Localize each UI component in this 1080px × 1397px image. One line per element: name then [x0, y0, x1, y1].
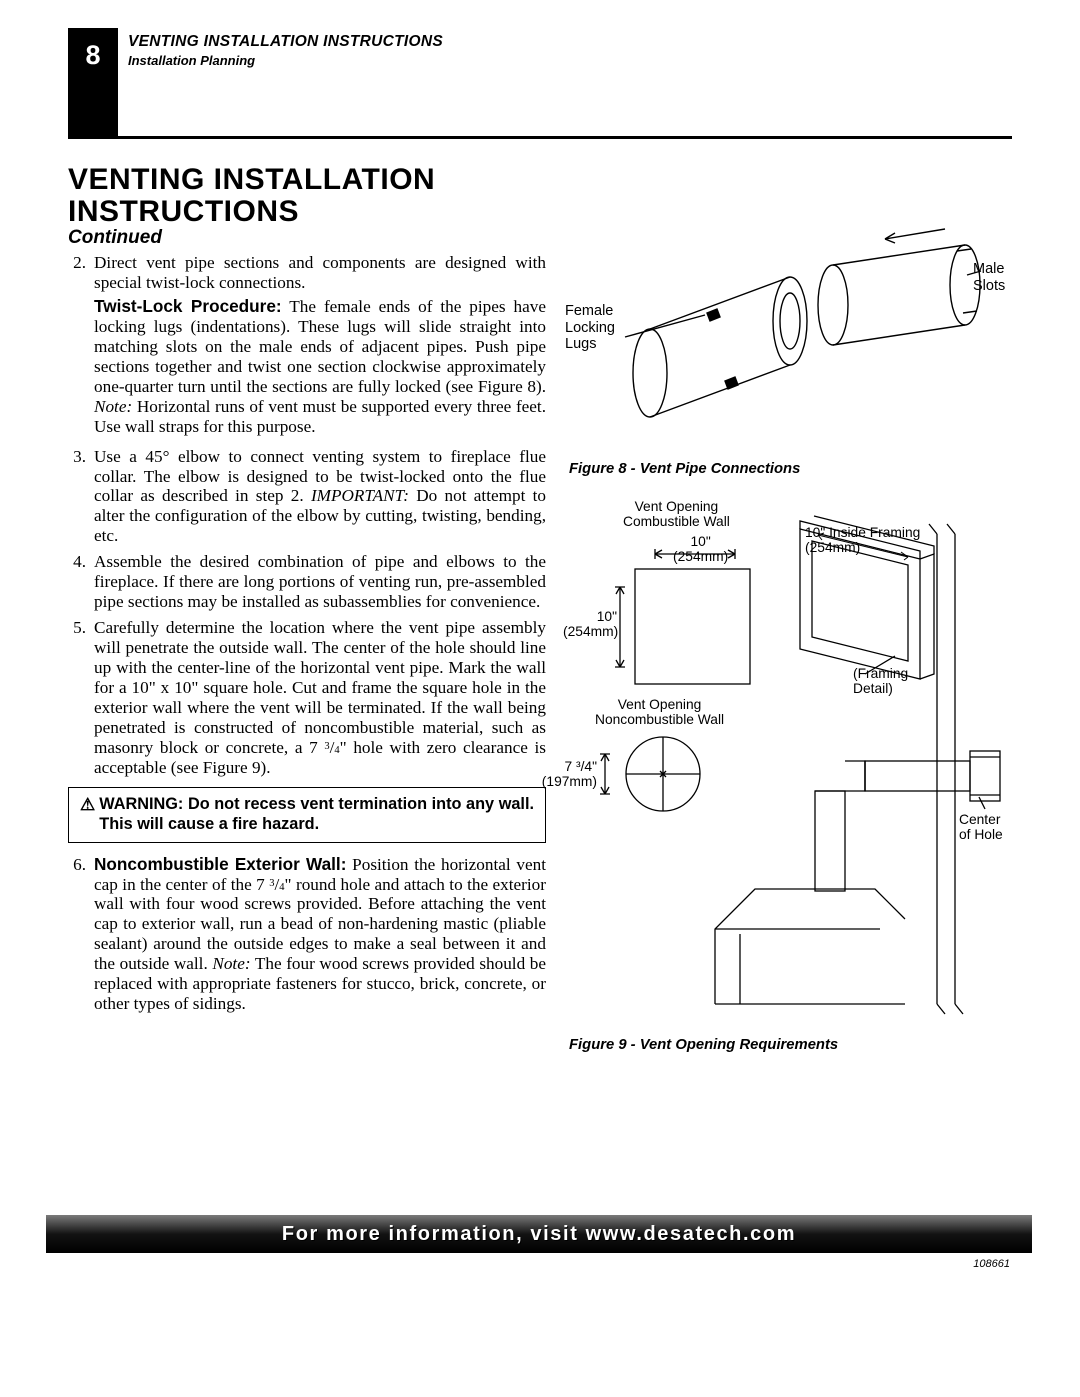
- page-number-tab: 8: [68, 28, 118, 136]
- ten-inch-horiz: 10" (254mm): [673, 534, 728, 565]
- important-label: IMPORTANT:: [311, 486, 409, 505]
- center-of-hole-label: Center of Hole: [959, 812, 1003, 843]
- list-number: 5.: [68, 618, 94, 778]
- inside-framing-label: 10" Inside Framing (254mm): [805, 525, 920, 556]
- list-number: 6.: [68, 855, 94, 1015]
- warning-text: WARNING: Do not recess vent termination …: [99, 795, 534, 835]
- ten-inch-vert: 10" (254mm): [563, 609, 617, 640]
- body-text-column: 2. Direct vent pipe sections and compone…: [68, 253, 546, 1020]
- section-title: VENTING INSTALLATION INSTRUCTIONS: [68, 164, 435, 227]
- para-4: Assemble the desired combination of pipe…: [94, 552, 546, 612]
- title-line2: INSTRUCTIONS: [68, 195, 299, 228]
- list-item-5: 5. Carefully determine the location wher…: [68, 618, 546, 778]
- warning-icon: ⚠: [80, 795, 95, 835]
- page-number: 8: [68, 28, 118, 71]
- list-item-4: 4. Assemble the desired combination of p…: [68, 552, 546, 612]
- list-item-6: 6. Noncombustible Exterior Wall: Positio…: [68, 855, 546, 1015]
- continued-label: Continued: [68, 227, 162, 249]
- list-number: 3.: [68, 447, 94, 547]
- noncombustible-lead: Noncombustible Exterior Wall:: [94, 854, 346, 874]
- note-label-6: Note:: [212, 954, 250, 973]
- male-slots-label: Male Slots: [973, 261, 1005, 294]
- running-header: VENTING INSTALLATION INSTRUCTIONS Instal…: [128, 33, 443, 68]
- para-2b-tail: Horizontal runs of vent must be supporte…: [94, 397, 546, 436]
- figure-8: Female Locking Lugs Male Slots: [565, 253, 1013, 453]
- figures-column: Female Locking Lugs Male Slots Figure 8 …: [565, 253, 1013, 1053]
- framing-detail-label: (Framing Detail): [853, 666, 908, 697]
- figure-8-caption: Figure 8 - Vent Pipe Connections: [569, 461, 1013, 477]
- figure-9-caption: Figure 9 - Vent Opening Requirements: [569, 1037, 1013, 1053]
- title-line1: VENTING INSTALLATION: [68, 163, 435, 196]
- noncombustible-wall-label: Vent Opening Noncombustible Wall: [595, 697, 724, 728]
- list-item-2: 2. Direct vent pipe sections and compone…: [68, 253, 546, 441]
- para-2-intro: Direct vent pipe sections and components…: [94, 253, 546, 292]
- top-rule: [68, 136, 1012, 139]
- twist-lock-lead: Twist-Lock Procedure:: [94, 296, 282, 316]
- vent-pipe-connections-diagram: [565, 253, 1013, 453]
- figure-9: Vent Opening Combustible Wall 10" (254mm…: [565, 499, 1013, 1029]
- para-5a: Carefully determine the location where t…: [94, 618, 546, 757]
- footer-bar: For more information, visit www.desatech…: [46, 1215, 1032, 1253]
- header-line-1: VENTING INSTALLATION INSTRUCTIONS: [128, 33, 443, 51]
- document-id: 108661: [973, 1258, 1010, 1270]
- combustible-wall-label: Vent Opening Combustible Wall: [623, 499, 730, 530]
- list-number: 2.: [68, 253, 94, 441]
- seven-three-quarter-label: 7 ³/4" (197mm): [541, 759, 597, 790]
- vent-opening-requirements-diagram: [565, 499, 1013, 1029]
- list-item-3: 3. Use a 45° elbow to connect venting sy…: [68, 447, 546, 547]
- list-number: 4.: [68, 552, 94, 612]
- header-line-2: Installation Planning: [128, 53, 443, 68]
- note-label: Note:: [94, 397, 132, 416]
- female-lugs-label: Female Locking Lugs: [565, 303, 615, 353]
- warning-box: ⚠ WARNING: Do not recess vent terminatio…: [68, 787, 546, 843]
